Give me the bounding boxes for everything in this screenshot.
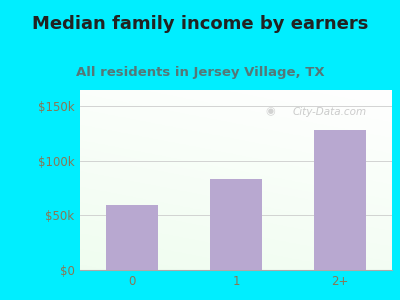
Text: All residents in Jersey Village, TX: All residents in Jersey Village, TX bbox=[76, 66, 324, 79]
Bar bbox=[106, 205, 158, 270]
Text: Median family income by earners: Median family income by earners bbox=[32, 15, 368, 33]
Text: City-Data.com: City-Data.com bbox=[292, 106, 366, 117]
Bar bbox=[314, 130, 366, 270]
Bar bbox=[210, 179, 262, 270]
Text: ◉: ◉ bbox=[266, 106, 275, 117]
